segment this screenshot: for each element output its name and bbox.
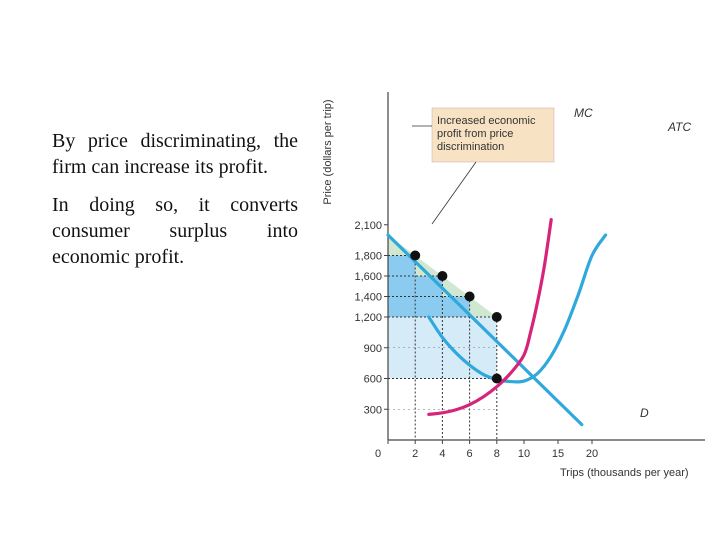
price-point bbox=[491, 312, 502, 322]
y-tick-label: 300 bbox=[364, 404, 382, 416]
mc-label: MC bbox=[574, 106, 593, 120]
price-points bbox=[410, 250, 502, 384]
chart-labels: MC ATC D Price (dollars per trip) Trips (tho… bbox=[322, 99, 691, 479]
x-tick-label: 8 bbox=[494, 448, 500, 460]
mc-curve bbox=[427, 218, 553, 416]
x-tick-label: 4 bbox=[439, 448, 445, 460]
atc-curve bbox=[427, 233, 608, 384]
explanation-text: By price discriminating, the firm can in… bbox=[52, 128, 298, 282]
y-tick-label: 1,200 bbox=[354, 312, 382, 324]
y-axis-title: Price (dollars per trip) bbox=[322, 99, 334, 204]
annotation-text: Increased economic profit from price discr… bbox=[437, 115, 536, 153]
axes: 0 2 4 6 8 10 15 20 300 600 900 1,200 1,400 1,600 1,800… bbox=[354, 92, 705, 460]
increased-profit-area bbox=[415, 255, 443, 276]
y-tick-label: 1,600 bbox=[354, 271, 382, 283]
atc-point bbox=[491, 373, 502, 384]
y-tick-label: 2,100 bbox=[354, 220, 382, 232]
y-tick-label: 1,800 bbox=[354, 251, 382, 263]
y-tick-label: 600 bbox=[364, 374, 382, 386]
x-tick-label: 6 bbox=[467, 448, 473, 460]
price-point bbox=[464, 291, 475, 302]
demand-curve bbox=[386, 233, 584, 427]
x-axis-title: Trips (thousands per year) bbox=[560, 467, 689, 479]
x-tick-label: 0 bbox=[375, 448, 381, 460]
x-tick-label: 15 bbox=[552, 448, 564, 460]
curves bbox=[386, 218, 608, 427]
y-tick-label: 1,400 bbox=[354, 292, 382, 304]
demand-label: D bbox=[640, 406, 649, 420]
price-point bbox=[437, 271, 448, 281]
increased-profit-area bbox=[469, 296, 497, 317]
increased-profit-area bbox=[442, 276, 470, 297]
x-tick-label: 10 bbox=[518, 448, 530, 460]
atc-label: ATC bbox=[667, 120, 691, 134]
price-step-block bbox=[442, 296, 470, 317]
x-tick-label: 20 bbox=[586, 448, 598, 460]
annotation-box bbox=[431, 107, 555, 163]
y-tick-label: 900 bbox=[364, 343, 382, 355]
annotation-pointer bbox=[431, 161, 477, 225]
paragraph-price-discrimination: By price discriminating, the firm can in… bbox=[52, 130, 298, 178]
price-point bbox=[410, 250, 421, 261]
x-tick-label: 2 bbox=[412, 448, 418, 460]
paragraph-consumer-surplus: In doing so, it converts consumer surplu… bbox=[52, 194, 298, 268]
price-step-block bbox=[388, 255, 416, 317]
